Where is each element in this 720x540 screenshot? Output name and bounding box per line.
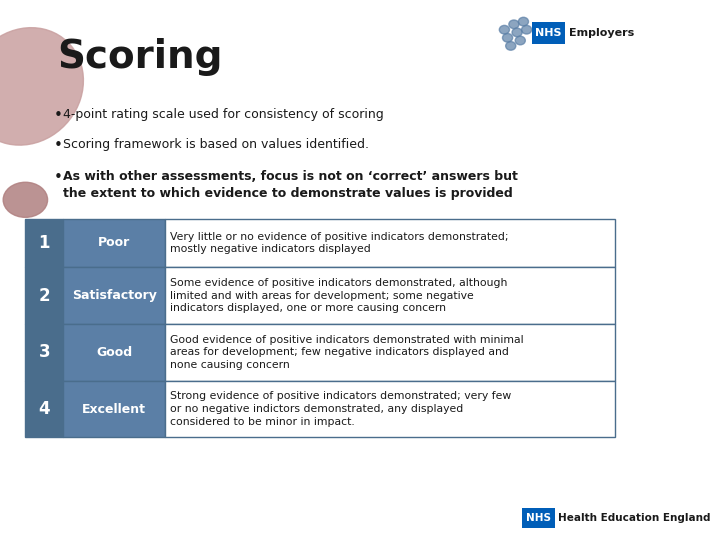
Text: 1: 1 (39, 234, 50, 252)
FancyBboxPatch shape (25, 219, 63, 267)
Circle shape (503, 33, 513, 42)
Circle shape (516, 36, 526, 45)
FancyBboxPatch shape (63, 381, 165, 437)
Text: NHS: NHS (535, 28, 562, 38)
Ellipse shape (3, 183, 48, 217)
Text: Some evidence of positive indicators demonstrated, although
limited and with are: Some evidence of positive indicators dem… (170, 278, 508, 313)
FancyBboxPatch shape (165, 267, 616, 324)
FancyBboxPatch shape (63, 267, 165, 324)
FancyBboxPatch shape (165, 324, 616, 381)
Text: Good evidence of positive indicators demonstrated with minimal
areas for develop: Good evidence of positive indicators dem… (170, 335, 523, 370)
FancyBboxPatch shape (165, 219, 616, 267)
Text: As with other assessments, focus is not on ‘correct’ answers but
the extent to w: As with other assessments, focus is not … (63, 170, 518, 200)
Text: 4-point rating scale used for consistency of scoring: 4-point rating scale used for consistenc… (63, 108, 384, 121)
Circle shape (518, 17, 528, 26)
Text: Strong evidence of positive indicators demonstrated; very few
or no negative ind: Strong evidence of positive indicators d… (170, 392, 511, 427)
Text: Very little or no evidence of positive indicators demonstrated;
mostly negative : Very little or no evidence of positive i… (170, 232, 508, 254)
Text: Scoring: Scoring (57, 38, 222, 76)
Text: Employers: Employers (569, 28, 634, 38)
FancyBboxPatch shape (25, 381, 63, 437)
Text: •: • (54, 108, 63, 123)
FancyBboxPatch shape (521, 508, 554, 528)
Text: Satisfactory: Satisfactory (72, 289, 157, 302)
Circle shape (500, 25, 510, 34)
Text: NHS: NHS (526, 513, 551, 523)
Circle shape (512, 28, 522, 37)
Circle shape (509, 20, 519, 29)
Text: Excellent: Excellent (82, 402, 146, 416)
Text: Good: Good (96, 346, 132, 359)
Text: 3: 3 (39, 343, 50, 361)
FancyBboxPatch shape (25, 324, 63, 381)
Text: •: • (54, 170, 63, 185)
FancyBboxPatch shape (63, 324, 165, 381)
FancyBboxPatch shape (165, 381, 616, 437)
Text: 4: 4 (39, 400, 50, 418)
FancyBboxPatch shape (25, 267, 63, 324)
Ellipse shape (0, 28, 84, 145)
Text: Poor: Poor (98, 237, 130, 249)
Text: Health Education England: Health Education England (558, 513, 711, 523)
Text: Scoring framework is based on values identified.: Scoring framework is based on values ide… (63, 138, 369, 151)
Text: 2: 2 (39, 287, 50, 305)
FancyBboxPatch shape (531, 22, 564, 44)
FancyBboxPatch shape (63, 219, 165, 267)
Circle shape (521, 25, 531, 34)
Text: •: • (54, 138, 63, 153)
Circle shape (505, 42, 516, 50)
